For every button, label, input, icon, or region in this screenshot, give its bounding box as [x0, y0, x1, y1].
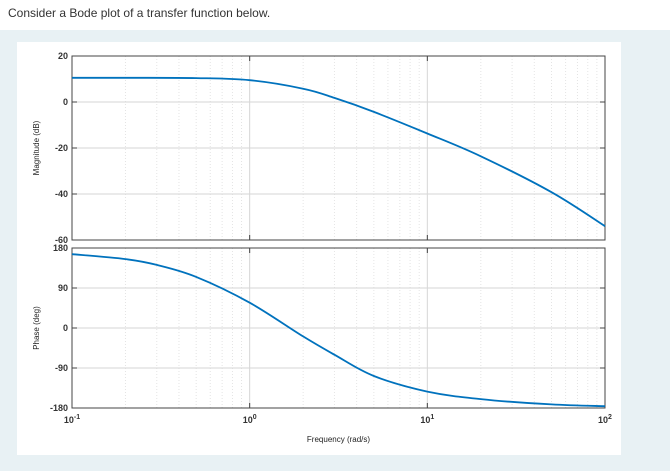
magnitude-ylabel: Magnitude (dB): [32, 120, 41, 175]
magnitude-series-line: [72, 76, 606, 227]
magnitude-y-tick-label: -60: [55, 235, 68, 245]
phase-ylabel: Phase (deg): [32, 306, 41, 350]
magnitude-y-tick-label: 20: [58, 51, 68, 61]
x-tick-label: 101: [420, 414, 434, 425]
phase-y-tick-label: 0: [63, 323, 68, 333]
bode-plot: 20 0 -20 -40 -60 Magnitude (dB) 180 90 0 -90 -180 P…: [32, 51, 612, 444]
x-tick-label: 100: [243, 414, 257, 425]
phase-y-tick-label: -90: [55, 363, 68, 373]
magnitude-y-tick-label: -20: [55, 143, 68, 153]
magnitude-y-tick-label: -40: [55, 189, 68, 199]
question-band: Consider a Bode plot of a transfer funct…: [0, 0, 670, 30]
x-tick-label: 102: [598, 414, 612, 425]
question-text: Consider a Bode plot of a transfer funct…: [8, 6, 271, 20]
xlabel: Frequency (rad/s): [307, 435, 370, 444]
phase-y-tick-label: 180: [53, 243, 68, 253]
phase-y-tick-label: 90: [58, 283, 68, 293]
phase-series-line: [71, 253, 606, 408]
magnitude-y-tick-label: 0: [63, 97, 68, 107]
phase-y-tick-label: -180: [50, 403, 68, 413]
x-tick-label: 10-1: [64, 414, 80, 425]
bode-plot-figure: 20 0 -20 -40 -60 Magnitude (dB) 180 90 0 -90 -180 P…: [17, 42, 621, 455]
